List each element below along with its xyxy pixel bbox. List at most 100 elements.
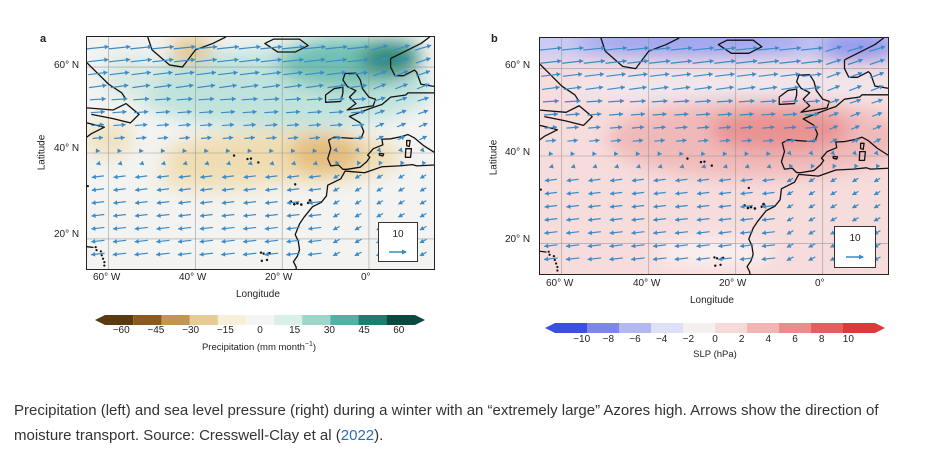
moisture-arrow-head [125,57,131,63]
moisture-arrow-head [808,217,814,222]
moisture-arrow-head [278,44,283,50]
moisture-arrow-head [792,111,798,117]
moisture-arrow-head [376,200,382,205]
moisture-arrow-head [631,256,636,262]
moisture-arrow-head [752,72,757,77]
coast-europe-west [780,94,888,174]
moisture-arrow-head [398,174,404,179]
moisture-arrow-head [745,163,750,169]
moisture-arrow-head [321,57,326,63]
coast-canary-island [299,203,303,206]
moisture-arrow-head [566,204,571,209]
moisture-arrow-head [775,45,780,51]
panel-b-colorbar-seg [619,323,652,333]
moisture-arrow-head [818,45,823,51]
moisture-arrow-head [243,238,248,244]
moisture-arrow-head [332,147,338,153]
moisture-arrow-head [653,177,658,183]
moisture-arrow-head [653,191,658,196]
moisture-arrow-head [376,147,381,153]
moisture-arrow-head [787,177,792,182]
moisture-arrow-head [221,174,227,180]
panel-a-colorbar-svg [95,315,425,325]
panel-b-ytick-40: 40° N [505,147,531,158]
panel-a-ylabel: Latitude [36,134,48,171]
moisture-arrow-head [592,163,598,169]
moisture-arrow-head [609,217,614,223]
panel-a-colorbar-tick: −30 [182,325,200,336]
moisture-arrow-head [747,138,752,143]
moisture-arrow-head [587,243,592,249]
moisture-arrow-head [124,83,129,89]
moisture-arrow-head [381,83,386,88]
moisture-arrow-head [419,225,425,231]
moisture-arrow-head [641,98,646,104]
moisture-arrow-head [299,44,304,50]
moisture-arrow-head [177,238,183,244]
moisture-arrow-head [813,125,819,130]
moisture-arrow-head [207,135,212,141]
moisture-arrow-head [91,251,96,257]
moisture-arrow-head [876,138,881,143]
moisture-arrow-head [382,57,388,62]
moisture-arrow-head [156,238,161,244]
moisture-arrow-head [354,147,360,153]
moisture-arrow-head [772,98,777,104]
panel-a-ytick-40: 40° N [54,143,80,154]
moisture-arrow-head [631,177,637,183]
moisture-arrow-head [276,70,282,76]
moisture-arrow-head [117,148,122,154]
panel-b-map-svg [540,38,888,274]
moisture-arrow-head [766,151,771,157]
moisture-arrow-head [600,58,605,64]
moisture-arrow-head [705,125,710,130]
moisture-arrow-head [199,213,205,218]
panel-b-xtick-60w: 60° W [546,278,574,289]
moisture-arrow-head [312,148,317,154]
panel-a-dry-north [169,37,214,64]
moisture-arrow-head [814,111,819,117]
panel-b-map [539,37,889,275]
moisture-arrow-head [230,109,236,115]
coast-lesser-antilles [103,261,106,264]
coast-lesser-antilles [99,250,102,253]
moisture-arrow-head [164,122,170,128]
moisture-arrow-head [156,174,162,180]
moisture-arrow-head [338,122,343,128]
moisture-arrow-head [599,72,605,77]
moisture-arrow-head [264,226,270,231]
moisture-arrow-head [810,163,816,169]
moisture-arrow-head [830,217,836,222]
moisture-arrow-head [422,160,427,166]
moisture-arrow-head [666,45,671,51]
moisture-arrow-head [225,148,231,154]
moisture-arrow-head [544,191,549,196]
panel-a-colorbar-seg [386,315,425,325]
moisture-arrow-head [286,187,292,193]
moisture-arrow-head [640,111,645,117]
moisture-arrow-head [265,174,270,180]
moisture-arrow-head [187,109,192,115]
coast-cape-verde-island [265,258,269,262]
moisture-arrow-head [156,187,162,193]
moisture-arrow-head [221,200,226,206]
moisture-arrow-head [552,125,558,130]
coast-atlantic-island [699,160,703,164]
moisture-arrow-head [874,190,879,195]
moisture-arrow-head [570,151,575,157]
moisture-arrow-head [565,256,571,262]
panel-a-colorbar-seg [245,315,275,325]
moisture-arrow-head [830,177,836,182]
citation-link[interactable]: 2022 [340,427,375,444]
panel-b-xtick-0: 0° [815,278,825,289]
moisture-arrow-head [644,58,649,64]
panel-a-colorbar [95,312,425,325]
panel-a-colorbar-label: Precipitation (mm month [201,342,305,354]
moisture-arrow-head [269,160,275,166]
moisture-arrow-head [264,213,270,218]
moisture-arrow-head [355,174,360,179]
caption-text-end: ). [374,427,384,444]
moisture-arrow-head [265,187,270,193]
moisture-arrow-head [242,251,248,257]
coast-norway-north [844,38,885,61]
